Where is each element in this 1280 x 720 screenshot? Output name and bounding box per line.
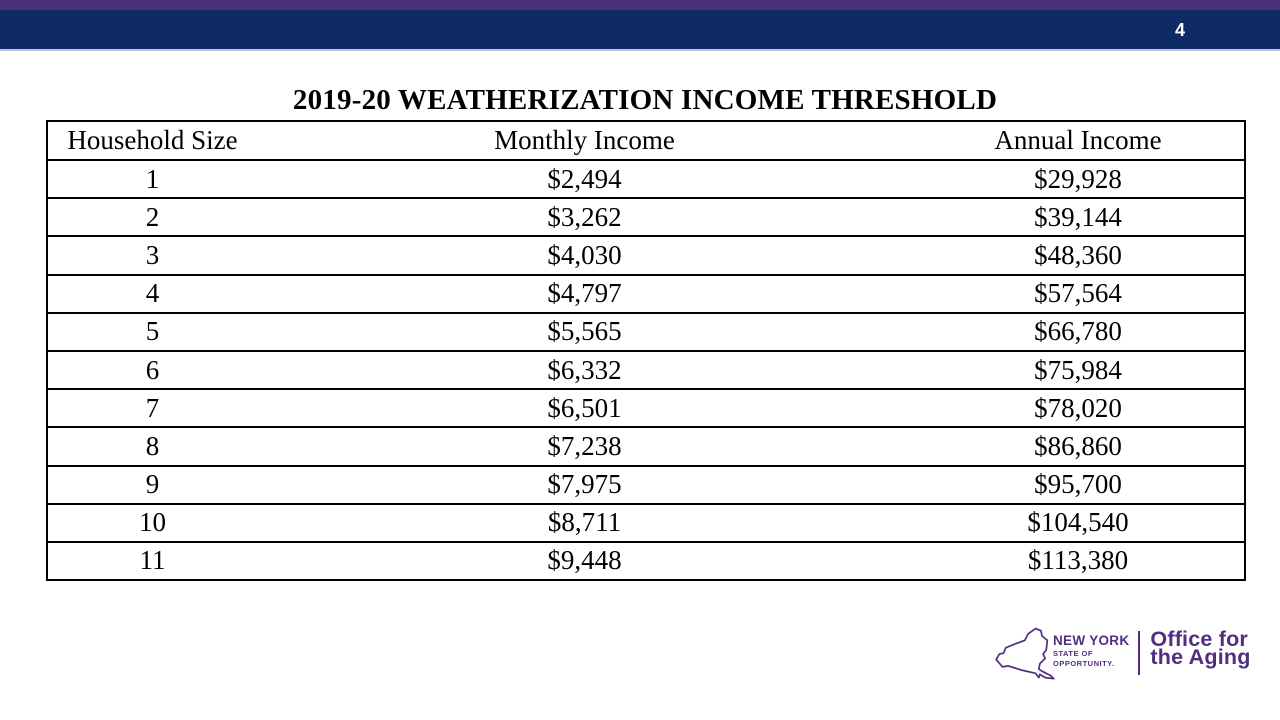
header-underline [0, 49, 1280, 51]
agency-line-1: Office for [1150, 627, 1248, 651]
table-cell: $4,030 [257, 235, 912, 276]
table-cell: 4 [47, 273, 257, 314]
table-header-row: Household Size Monthly Income Annual Incom… [47, 120, 1245, 161]
table-cell: $39,144 [912, 197, 1245, 238]
table-row: 5 $5,565 $66,780 [47, 311, 1245, 352]
table-cell: 7 [47, 388, 257, 429]
column-header: Annual Income [912, 120, 1245, 161]
table-cell: $75,984 [912, 349, 1245, 391]
table-cell: 5 [47, 311, 257, 352]
table-cell: 1 [47, 158, 257, 200]
agency-name: Office for the Aging [1150, 627, 1251, 669]
table-cell: $6,332 [257, 349, 912, 391]
column-header: Household Size [47, 120, 257, 161]
header-bar: 4 [0, 10, 1280, 49]
table-cell: 9 [47, 464, 257, 505]
table-row: 8 $7,238 $86,860 [47, 426, 1245, 467]
table-row: 7 $6,501 $78,020 [47, 388, 1245, 429]
table-row: 2 $3,262 $39,144 [47, 197, 1245, 238]
table-cell: $6,501 [257, 388, 912, 429]
table-row: 3 $4,030 $48,360 [47, 235, 1245, 276]
table-cell: $95,700 [912, 464, 1245, 505]
table-cell: $3,262 [257, 197, 912, 238]
table-cell: $29,928 [912, 158, 1245, 200]
table-row: 6 $6,332 $75,984 [47, 349, 1245, 391]
table-cell: $48,360 [912, 235, 1245, 276]
table-cell: 3 [47, 235, 257, 276]
table-row: 11 $9,448 $113,380 [47, 540, 1245, 582]
table-body: 1 $2,494 $29,928 2 $3,262 $39,144 3 $4,030 $48,3… [47, 158, 1245, 582]
table-cell: $8,711 [257, 502, 912, 543]
table-row: 4 $4,797 $57,564 [47, 273, 1245, 314]
table-cell: $78,020 [912, 388, 1245, 429]
top-accent-stripe [0, 0, 1280, 10]
table-cell: 2 [47, 197, 257, 238]
table-cell: 11 [47, 540, 257, 582]
table-row: 1 $2,494 $29,928 [47, 158, 1245, 200]
wordmark-new-york: NEW YORK [1053, 633, 1130, 648]
wordmark-state-of: STATE OF [1053, 649, 1093, 658]
table-cell: $7,238 [257, 426, 912, 467]
column-header: Monthly Income [257, 120, 912, 161]
logo-divider [1138, 631, 1141, 675]
wordmark-opportunity: OPPORTUNITY. [1053, 659, 1115, 668]
table-cell: 8 [47, 426, 257, 467]
table-cell: $104,540 [912, 502, 1245, 543]
table-cell: $4,797 [257, 273, 912, 314]
nysofa-logo: NEW YORK STATE OF OPPORTUNITY. Office fo… [994, 622, 1251, 684]
ny-wordmark: NEW YORK STATE OF OPPORTUNITY. [1053, 634, 1129, 668]
table-row: 9 $7,975 $95,700 [47, 464, 1245, 505]
table-cell: $66,780 [912, 311, 1245, 352]
table-cell: $2,494 [257, 158, 912, 200]
table-cell: $113,380 [912, 540, 1245, 582]
ny-state-outline-icon [995, 627, 1055, 680]
table-cell: $7,975 [257, 464, 912, 505]
table-cell: 10 [47, 502, 257, 543]
table-title: 2019-20 WEATHERIZATION INCOME THRESHOLD [292, 84, 998, 116]
table-cell: $5,565 [257, 311, 912, 352]
income-threshold-table: Household Size Monthly Income Annual Incom… [46, 120, 1246, 582]
table-cell: $86,860 [912, 426, 1245, 467]
slide-page-number: 4 [1174, 19, 1185, 40]
table-cell: $9,448 [257, 540, 912, 582]
table-cell: $57,564 [912, 273, 1245, 314]
agency-line-2: the Aging [1150, 644, 1251, 669]
table-row: 10 $8,711 $104,540 [47, 502, 1245, 543]
table-cell: 6 [47, 349, 257, 391]
